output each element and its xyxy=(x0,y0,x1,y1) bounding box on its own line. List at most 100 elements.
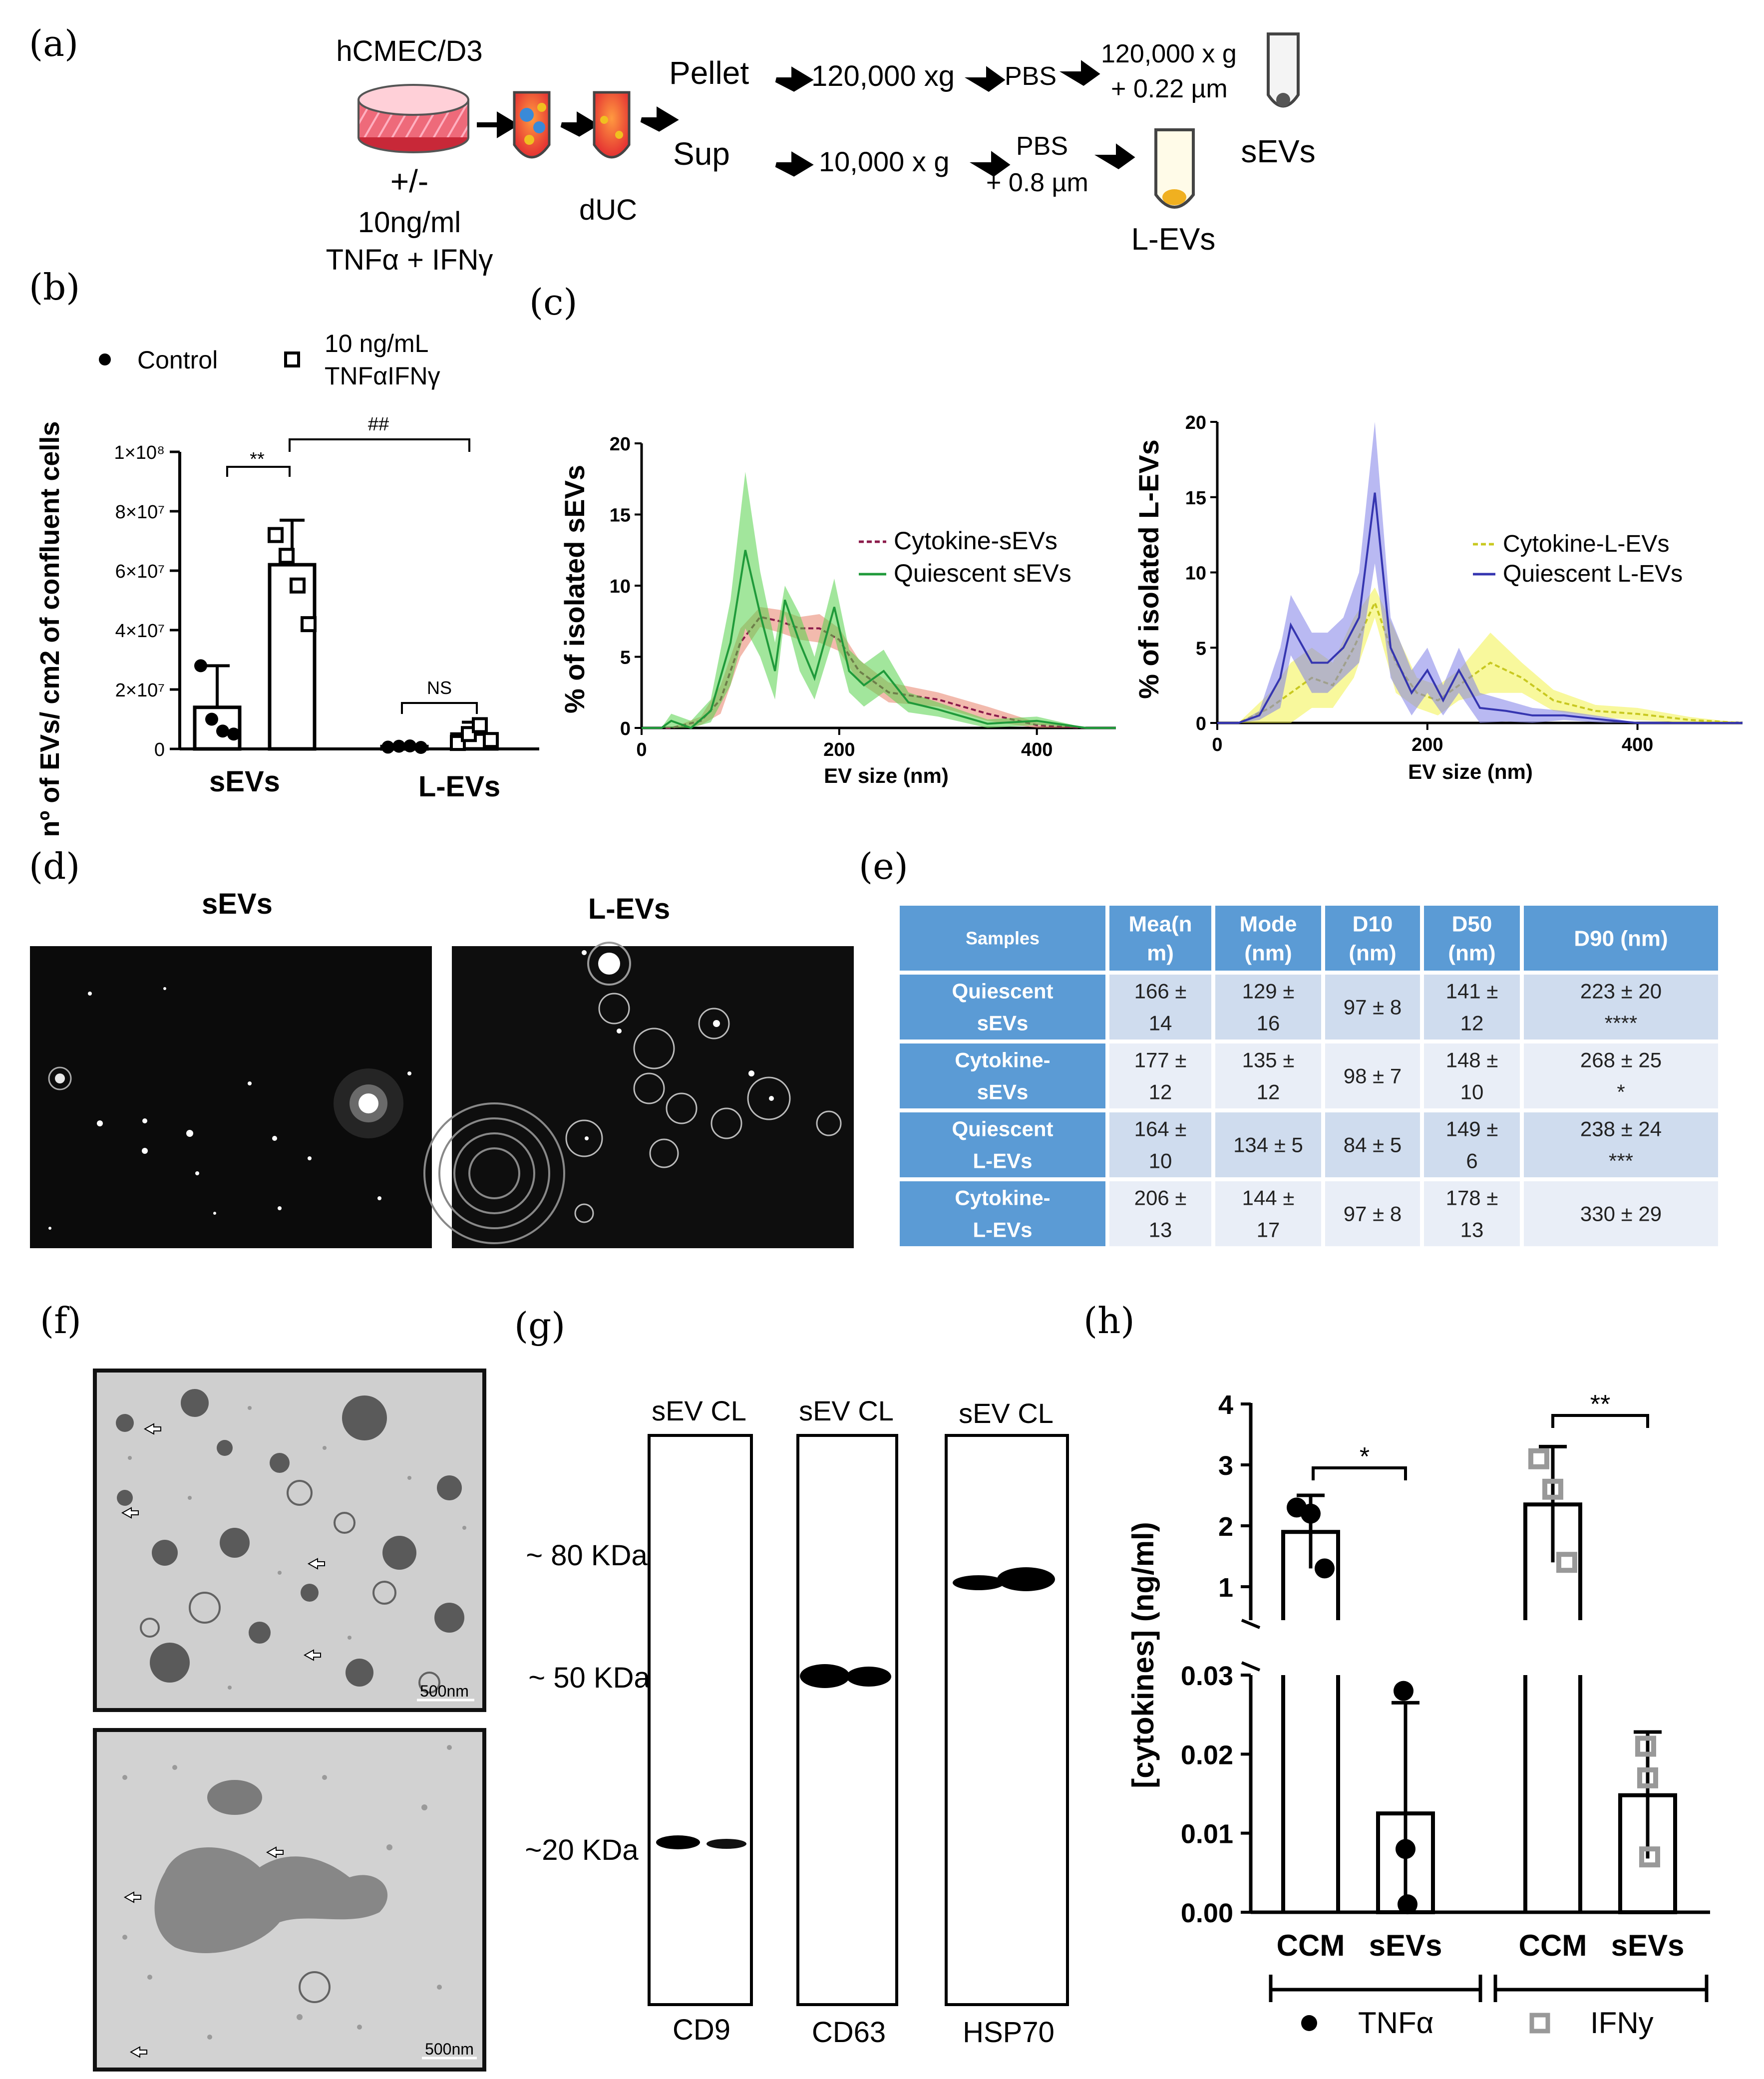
table-cell-text: 135 ± xyxy=(1242,1048,1295,1072)
h-annot-2: ** xyxy=(1590,1390,1610,1419)
band-cd63-cl xyxy=(846,1667,891,1687)
c1-ylabel: % of isolated sEVs xyxy=(559,465,590,713)
panel-g-western-blots: sEV CL sEV CL sEV CL ~ 80 KDa ~ 50 KDa ~… xyxy=(525,1395,1069,2049)
h-legend-tnf: TNFα xyxy=(1358,2006,1433,2040)
h-ylabel: [cytokines] (ng/ml) xyxy=(1126,1522,1160,1788)
c2Graph-xtick-label: 0 xyxy=(1212,734,1222,755)
c2-xlabel: EV size (nm) xyxy=(1408,760,1533,783)
b-point-treated xyxy=(290,577,306,594)
c2Graph-band-1 xyxy=(1217,422,1743,723)
panel-label-f: (f) xyxy=(40,1300,81,1342)
g-label-cd63: CD63 xyxy=(812,2016,886,2049)
b-ytick-label: 6×10⁷ xyxy=(115,561,165,582)
g-label-cd9: CD9 xyxy=(673,2014,730,2046)
table-header-cell xyxy=(1424,906,1520,971)
table-cell-text: 10 xyxy=(1149,1149,1172,1173)
table-header-text: Mode xyxy=(1240,912,1297,936)
table-cell-text: 144 ± xyxy=(1242,1186,1295,1210)
c2-ylabel: % of isolated L-EVs xyxy=(1133,439,1164,699)
h-point-ifn xyxy=(1542,1478,1563,1500)
h-ytick-label: 0.02 xyxy=(1181,1740,1233,1770)
table-cell-text: 97 ± 8 xyxy=(1344,1202,1402,1226)
marker-80: ~ 80 KDa xyxy=(526,1539,648,1572)
table-cell xyxy=(1109,975,1211,1040)
table-cell-text: 149 ± xyxy=(1446,1117,1498,1141)
h-ytick-label: 0.03 xyxy=(1181,1661,1233,1691)
table-header-text: (nm) xyxy=(1448,941,1495,965)
table-header-cell xyxy=(1215,906,1321,971)
table-cell xyxy=(1215,1112,1321,1177)
b-point-control xyxy=(227,727,240,741)
table-cell-text: 16 xyxy=(1257,1012,1280,1035)
panel-label-b: (b) xyxy=(29,266,80,308)
c1Graph-band-0 xyxy=(642,607,1116,728)
h-ytick-label: 0.00 xyxy=(1181,1898,1233,1928)
c2Graph-line-1 xyxy=(1217,492,1743,724)
b-annot-ns: NS xyxy=(427,678,452,698)
b-sig-bracket-3 xyxy=(401,702,478,714)
tem-image-top: 500nm xyxy=(93,1369,486,1712)
sevs-tube-icon xyxy=(1267,32,1300,108)
b-group-levs: L-EVs xyxy=(418,770,500,803)
tem-arrow-icon xyxy=(266,1846,284,1858)
b-point-control xyxy=(381,740,394,754)
h-ytick-label: 2 xyxy=(1218,1512,1233,1542)
blot-cd63 xyxy=(796,1434,898,2006)
table-row-label: Cytokine- xyxy=(955,1048,1050,1072)
table-cell xyxy=(1215,1043,1321,1108)
marker-20: ~20 KDa xyxy=(525,1834,639,1866)
table-header-cell xyxy=(1524,906,1718,971)
table-cell xyxy=(1109,1112,1211,1177)
g-label-hsp70: HSP70 xyxy=(963,2016,1055,2049)
b-group-sevs: sEVs xyxy=(209,765,280,798)
table-cell xyxy=(1109,1181,1211,1246)
panel-label-c: (c) xyxy=(529,281,578,323)
b-legend-treated-2: TNFαIFNγ xyxy=(325,362,440,390)
b-legend-treated-1: 10 ng/mL xyxy=(325,330,428,357)
step-pellet-2b: + 0.22 µm xyxy=(1111,74,1228,103)
table-cell-text: 17 xyxy=(1257,1218,1280,1242)
table-cell-text: **** xyxy=(1605,1012,1637,1035)
table-row-label: Quiescent xyxy=(952,980,1053,1003)
h-point-tnf xyxy=(1396,1839,1415,1859)
h-bar-ccm-lower xyxy=(1281,1675,1340,1912)
b-legend-control-marker xyxy=(99,353,111,365)
h-point-ifn xyxy=(1637,1767,1658,1788)
c2Graph-ytick-label: 10 xyxy=(1185,563,1206,584)
table-cell xyxy=(1524,1043,1718,1108)
h-ytick-label: 0.01 xyxy=(1181,1819,1233,1849)
h-point-tnf xyxy=(1315,1558,1335,1579)
table-header-text: (nm) xyxy=(1349,941,1396,965)
h-point-ifn xyxy=(1639,1846,1660,1868)
treatment-label: TNFα + IFNγ xyxy=(326,244,493,276)
table-cell-text: 14 xyxy=(1149,1012,1172,1035)
table-cell-text: *** xyxy=(1609,1149,1633,1173)
panel-label-a: (a) xyxy=(29,22,78,64)
panel-label-d: (d) xyxy=(29,845,80,887)
h-ytick-label: 4 xyxy=(1218,1390,1233,1420)
h-point-tnf xyxy=(1398,1894,1417,1915)
table-cell xyxy=(1524,975,1718,1040)
c2-legend-quiescent: Quiescent L-EVs xyxy=(1503,561,1683,587)
step-sup-2a: PBS xyxy=(1016,132,1068,161)
plus-minus-label: +/- xyxy=(390,163,428,199)
tube-icon-1 xyxy=(513,91,551,159)
table-cell-text: 164 ± xyxy=(1134,1117,1187,1141)
c1Graph-line-1 xyxy=(642,550,1116,729)
marker-50: ~ 50 KDa xyxy=(528,1662,650,1694)
table-header-cell xyxy=(1109,906,1211,971)
b-point-control xyxy=(403,739,416,753)
table-cell xyxy=(1424,975,1520,1040)
step-pellet-1: 120,000 xg xyxy=(811,60,955,92)
panel-f-tem-images: 500nm 500nm xyxy=(93,1369,486,2072)
panel-labels: (a) (b) (c) (d) (e) (f) (g) (h) xyxy=(29,22,1135,1347)
table-row-label: sEVs xyxy=(977,1012,1029,1035)
band-cd9-sev xyxy=(656,1835,700,1849)
h-legend-ifn-marker xyxy=(1529,2013,1550,2034)
table-cell xyxy=(1325,1112,1420,1177)
table-cell-text: 238 ± 24 xyxy=(1580,1117,1662,1141)
h-axis-break xyxy=(1241,1619,1261,1629)
table-cell xyxy=(1524,1181,1718,1246)
table-cell-text: 13 xyxy=(1460,1218,1484,1242)
